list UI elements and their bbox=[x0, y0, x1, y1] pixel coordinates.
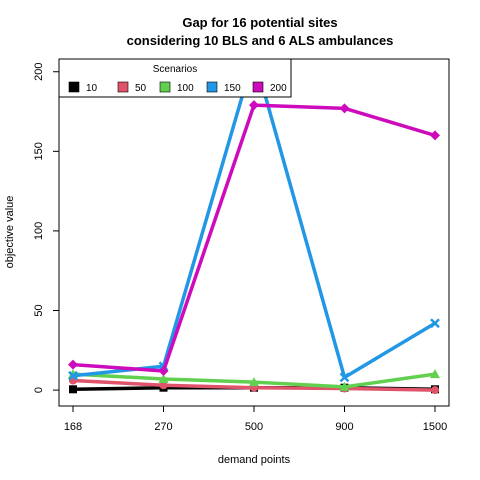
legend: Scenarios 10 50 100 150 200 bbox=[58, 58, 292, 98]
y-tick-label: 200 bbox=[33, 63, 45, 81]
legend-label-50: 50 bbox=[135, 83, 147, 94]
legend-label-150: 150 bbox=[224, 83, 241, 94]
data-point-100 bbox=[430, 369, 440, 379]
x-axis: 168 270 500 900 1500 bbox=[64, 406, 447, 433]
data-point-200 bbox=[339, 103, 350, 114]
x-tick-label: 500 bbox=[245, 421, 263, 433]
data-point-200 bbox=[249, 100, 259, 111]
y-tick-label: 50 bbox=[33, 304, 45, 316]
y-axis-label: objective value bbox=[4, 196, 16, 269]
data-point-150 bbox=[339, 372, 350, 383]
legend-swatch-200 bbox=[252, 81, 264, 93]
series-layer bbox=[68, 59, 440, 395]
y-tick-label: 0 bbox=[33, 387, 45, 393]
chart-title: Gap for 16 potential sites bbox=[182, 15, 337, 30]
data-point-10 bbox=[69, 385, 77, 394]
legend-label-100: 100 bbox=[177, 83, 194, 94]
chart-subtitle: considering 10 BLS and 6 ALS ambulances bbox=[127, 33, 394, 48]
data-point-200 bbox=[158, 365, 169, 376]
legend-title: Scenarios bbox=[153, 64, 197, 75]
x-tick-label: 900 bbox=[335, 421, 353, 433]
data-point-50 bbox=[431, 386, 439, 395]
data-point-100 bbox=[158, 373, 169, 383]
plot-frame bbox=[58, 58, 450, 407]
legend-swatch-150 bbox=[206, 81, 218, 93]
series-line-200 bbox=[72, 103, 436, 373]
data-point-200 bbox=[430, 130, 440, 141]
x-tick-label: 270 bbox=[154, 421, 172, 433]
legend-swatch-100 bbox=[159, 81, 171, 93]
y-axis: 0 50 100 150 200 bbox=[33, 63, 59, 393]
data-point-150 bbox=[430, 318, 440, 329]
data-point-100 bbox=[339, 381, 350, 391]
legend-box bbox=[58, 58, 292, 98]
y-tick-label: 100 bbox=[33, 222, 45, 240]
data-point-150 bbox=[68, 370, 78, 381]
legend-swatch-10 bbox=[68, 81, 80, 93]
legend-entries: 10 50 100 150 200 bbox=[68, 81, 287, 94]
data-point-50 bbox=[159, 381, 168, 390]
x-tick-label: 1500 bbox=[423, 421, 447, 433]
legend-label-200: 200 bbox=[270, 83, 287, 94]
legend-swatch-50 bbox=[117, 81, 129, 93]
data-point-200 bbox=[68, 359, 78, 370]
legend-label-10: 10 bbox=[86, 83, 98, 94]
x-axis-label: demand points bbox=[218, 454, 291, 466]
data-point-100 bbox=[249, 377, 259, 387]
x-tick-label: 168 bbox=[64, 421, 82, 433]
y-tick-label: 150 bbox=[33, 142, 45, 160]
